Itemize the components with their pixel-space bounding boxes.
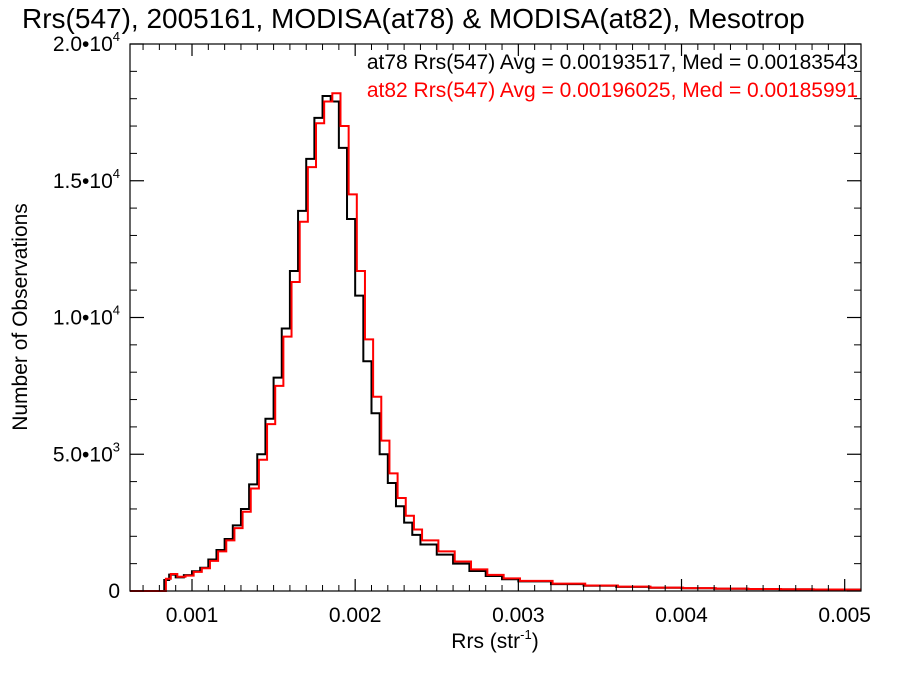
legend-entry-at82: at82 Rrs(547) Avg = 0.00196025, Med = 0.… (367, 79, 858, 102)
y-tick-label: 1.0•104 (53, 303, 120, 330)
series-line-at82 (130, 92, 861, 592)
legend: at78 Rrs(547) Avg = 0.00193517, Med = 0.… (367, 51, 858, 102)
y-tick-label: 2.0•104 (53, 29, 120, 56)
x-tick-label: 0.002 (329, 604, 382, 627)
x-tick-label: 0.001 (166, 604, 219, 627)
y-axis-label: Number of Observations (9, 203, 32, 431)
y-tick-exponent: 4 (113, 303, 120, 318)
x-axis-ticks: 0.001 0.002 0.003 0.004 0.005 (142, 44, 871, 627)
y-tick-label: 0 (108, 580, 120, 603)
y-tick-mantissa: 0 (108, 580, 120, 603)
legend-entry-at78: at78 Rrs(547) Avg = 0.00193517, Med = 0.… (367, 51, 858, 74)
y-tick-label: 5.0•103 (53, 439, 120, 466)
x-axis-label-close: ) (532, 630, 539, 653)
y-tick-exponent: 3 (113, 439, 120, 454)
y-tick-mantissa: 1.0•10 (53, 307, 113, 330)
y-tick-mantissa: 5.0•10 (53, 443, 113, 466)
x-axis-label-superscript: -1 (520, 627, 532, 642)
y-tick-mantissa: 2.0•10 (53, 33, 113, 56)
chart-title: Rrs(547), 2005161, MODISA(at78) & MODISA… (22, 3, 805, 34)
x-tick-label: 0.005 (818, 604, 871, 627)
series-layer (130, 92, 861, 592)
y-tick-exponent: 4 (113, 166, 120, 181)
y-tick-exponent: 4 (113, 29, 120, 44)
x-axis-label: Rrs (str-1) (451, 627, 538, 653)
y-tick-mantissa: 1.5•10 (53, 170, 113, 193)
x-tick-label: 0.003 (492, 604, 545, 627)
x-tick-label: 0.004 (655, 604, 708, 627)
y-tick-label: 1.5•104 (53, 166, 120, 193)
x-axis-label-main: Rrs (str (451, 630, 520, 653)
